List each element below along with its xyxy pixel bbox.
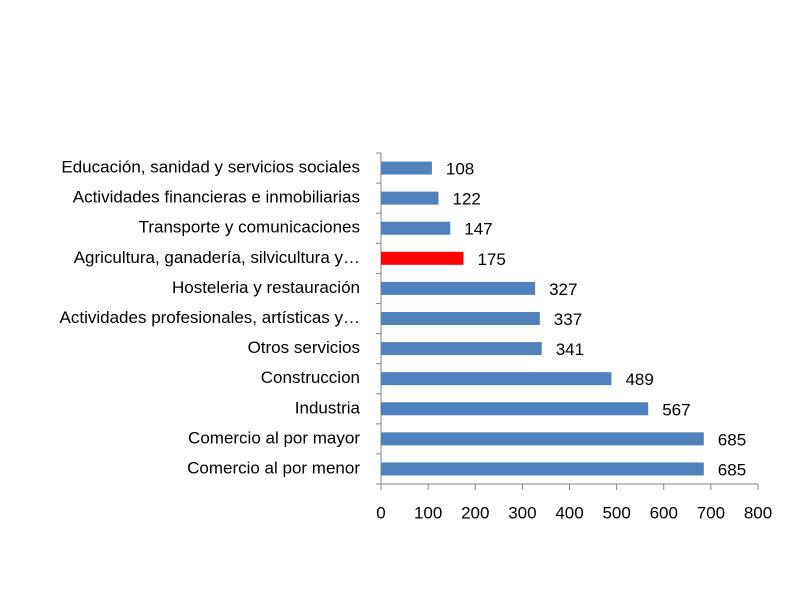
- y-tick-label: Otros servicios: [248, 338, 360, 357]
- bar: [381, 161, 432, 175]
- bar: [381, 462, 704, 476]
- y-tick-label: Comercio al por menor: [187, 458, 360, 477]
- x-tick-label: 0: [376, 503, 385, 522]
- value-label: 108: [446, 160, 474, 179]
- bar: [381, 432, 704, 446]
- bar: [381, 281, 536, 295]
- x-tick-label: 200: [461, 503, 489, 522]
- bar: [381, 221, 451, 235]
- x-tick-label: 600: [650, 503, 678, 522]
- value-label: 489: [625, 370, 653, 389]
- value-label: 175: [477, 250, 505, 269]
- x-tick-label: 700: [697, 503, 725, 522]
- bar: [381, 402, 649, 416]
- bar: [381, 312, 540, 325]
- x-tick-label: 800: [744, 503, 772, 522]
- y-tick-label: Industria: [295, 398, 361, 417]
- x-tick-label: 100: [414, 503, 442, 522]
- y-tick-label: Actividades financieras e inmobiliarias: [73, 188, 360, 207]
- value-label: 327: [549, 280, 577, 299]
- y-tick-label: Construccion: [261, 368, 360, 387]
- value-label: 337: [554, 310, 582, 329]
- value-label: 122: [452, 190, 480, 209]
- value-label: 567: [662, 400, 690, 419]
- value-label: 147: [464, 220, 492, 239]
- value-label: 685: [718, 430, 746, 449]
- y-tick-label: Comercio al por mayor: [188, 428, 360, 447]
- bar: [381, 372, 612, 386]
- y-tick-label: Hosteleria y restauración: [172, 278, 360, 297]
- x-tick-label: 500: [602, 503, 630, 522]
- value-label: 685: [718, 460, 746, 479]
- x-tick-label: 400: [555, 503, 583, 522]
- value-label: 341: [556, 340, 584, 359]
- bar: [381, 251, 464, 265]
- x-tick-label: 300: [508, 503, 536, 522]
- bar: [381, 342, 542, 356]
- y-tick-label: Transporte y comunicaciones: [139, 218, 360, 237]
- bar: [381, 191, 439, 205]
- y-tick-label: Agricultura, ganadería, silvicultura y…: [74, 248, 360, 267]
- y-tick-label: Educación, sanidad y servicios sociales: [61, 158, 360, 177]
- y-tick-label: Actividades profesionales, artísticas y…: [60, 308, 360, 327]
